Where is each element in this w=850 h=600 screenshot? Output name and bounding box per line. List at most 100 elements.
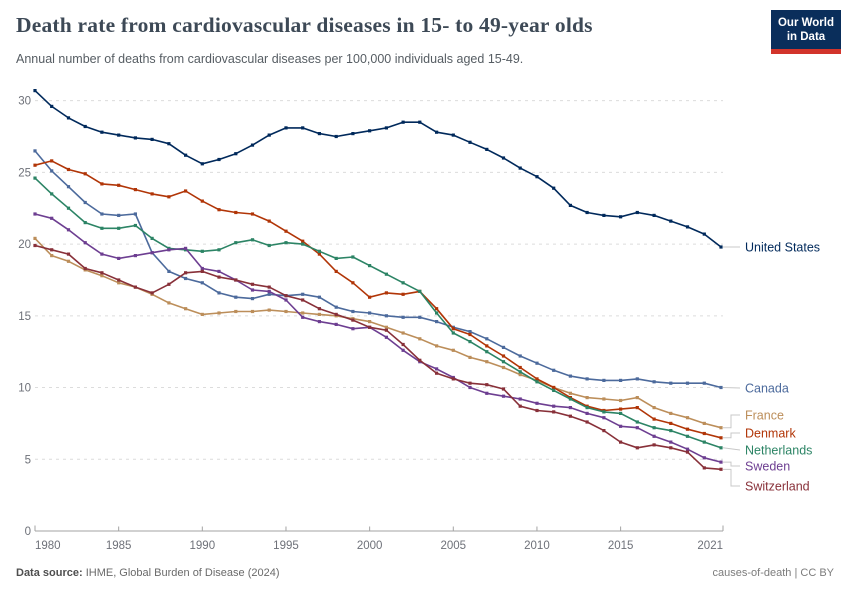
data-point (635, 210, 639, 215)
data-point (234, 241, 238, 245)
data-point (418, 337, 422, 341)
label-connector (723, 461, 740, 467)
data-point (535, 401, 539, 405)
data-point (334, 256, 338, 260)
data-point (267, 292, 271, 296)
series-line-netherlands[interactable] (34, 177, 722, 449)
data-point (217, 208, 221, 212)
chart-footer: Data source: IHME, Global Burden of Dise… (16, 567, 834, 579)
data-point (401, 120, 405, 124)
data-point (435, 367, 439, 371)
x-axis-label: 1985 (106, 540, 132, 552)
data-point (585, 377, 589, 381)
data-point (284, 309, 288, 314)
data-point (368, 311, 372, 315)
data-point (535, 377, 539, 381)
data-point (267, 285, 271, 289)
data-point (368, 325, 372, 329)
series-line-denmark[interactable] (34, 160, 722, 439)
data-point (351, 327, 355, 331)
series-line-sweden[interactable] (34, 213, 722, 463)
series-line-united-states[interactable] (34, 90, 722, 248)
data-point (384, 314, 388, 318)
data-point (66, 228, 71, 232)
data-point (267, 243, 271, 248)
data-point (619, 440, 623, 444)
data-point (619, 398, 623, 403)
data-point (33, 236, 37, 240)
series-label-canada[interactable]: Canada (745, 382, 789, 396)
data-point (217, 311, 221, 315)
data-point (83, 200, 87, 205)
y-axis-label: 15 (18, 311, 31, 323)
data-point (184, 246, 188, 250)
data-point (435, 130, 439, 134)
series-line-switzerland[interactable] (34, 244, 722, 471)
y-axis-label: 0 (25, 526, 31, 538)
data-point (384, 325, 388, 329)
series-label-sweden[interactable]: Sweden (745, 460, 790, 474)
data-point (418, 315, 422, 319)
data-point (33, 212, 37, 216)
data-point (685, 450, 690, 454)
data-point (167, 248, 171, 252)
data-point (301, 126, 305, 130)
data-point (702, 381, 706, 385)
series-line-canada[interactable] (34, 150, 722, 389)
data-point (552, 388, 556, 392)
series-label-united-states[interactable]: United States (745, 241, 820, 255)
data-point (552, 186, 556, 190)
label-connector (723, 432, 740, 439)
data-point (250, 143, 255, 147)
data-point (317, 132, 321, 136)
data-point (501, 360, 506, 364)
series-label-denmark[interactable]: Denmark (745, 427, 796, 441)
data-point (485, 360, 489, 364)
series-label-switzerland[interactable]: Switzerland (745, 480, 810, 494)
data-point (485, 391, 489, 395)
series-line-france[interactable] (34, 237, 722, 429)
data-point (552, 385, 556, 390)
series-netherlands: Netherlands (33, 176, 812, 458)
data-point (669, 429, 673, 433)
data-point (83, 172, 87, 176)
data-point (435, 371, 439, 375)
owid-logo[interactable]: Our World in Data (771, 10, 841, 54)
data-point (719, 446, 723, 450)
page-title: Death rate from cardiovascular diseases … (16, 13, 593, 37)
data-point (351, 281, 355, 285)
data-point (368, 320, 372, 324)
data-point (418, 289, 422, 293)
data-point (217, 157, 221, 162)
data-point (568, 203, 572, 207)
data-point (317, 252, 321, 256)
y-axis-label: 5 (25, 454, 31, 466)
series-label-france[interactable]: France (745, 409, 784, 423)
owid-logo-line2: in Data (786, 31, 826, 44)
data-point (50, 192, 54, 196)
chart-subtitle: Annual number of deaths from cardiovascu… (16, 52, 524, 66)
data-point (50, 216, 54, 220)
credit-link[interactable]: causes-of-death | CC BY (712, 567, 834, 579)
data-point (267, 219, 271, 223)
data-point (719, 467, 723, 471)
data-point (301, 239, 305, 243)
data-point (33, 89, 37, 93)
data-point (702, 440, 706, 444)
data-point (234, 278, 238, 282)
data-source: Data source: IHME, Global Burden of Dise… (16, 567, 280, 579)
data-point (301, 292, 305, 296)
data-point (117, 226, 121, 230)
data-point (719, 426, 723, 430)
data-point (200, 269, 204, 273)
series-label-netherlands[interactable]: Netherlands (745, 444, 812, 458)
data-point (334, 322, 338, 326)
data-point (685, 416, 690, 420)
data-point (184, 276, 188, 281)
data-point (100, 130, 104, 134)
data-point (33, 163, 37, 167)
data-point (602, 213, 606, 217)
data-point (602, 410, 606, 414)
line-chart-svg[interactable]: 0 5 10 15 20 25 30 1980 1985 1990 1995 2000 2005 2010… (0, 85, 850, 560)
data-point (702, 456, 706, 460)
